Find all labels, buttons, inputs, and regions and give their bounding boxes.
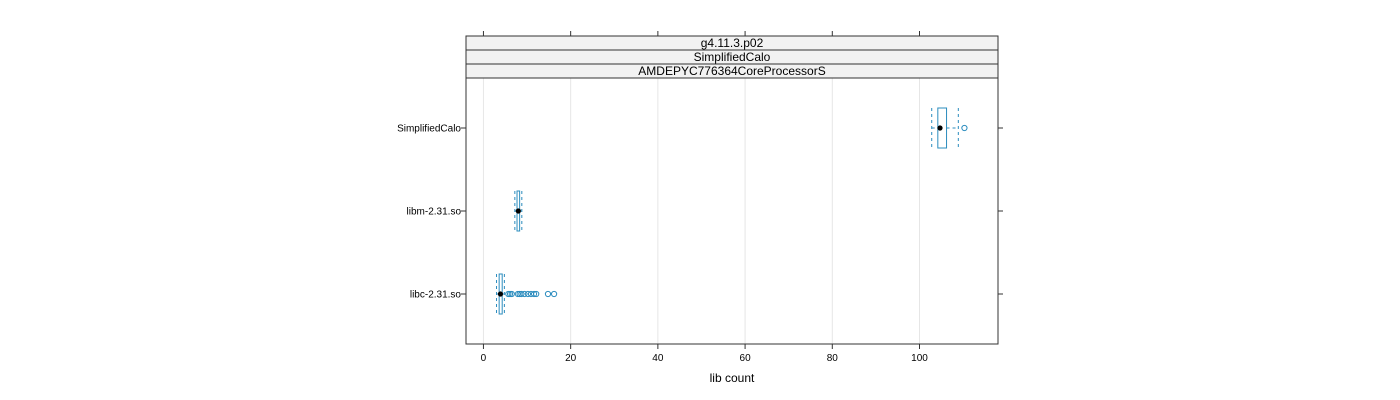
y-axis-categories: libc-2.31.so libm-2.31.so SimplifiedCalo — [397, 124, 1003, 301]
x-axis: 0 20 40 60 80 100 — [481, 31, 928, 364]
median-dot — [937, 125, 943, 131]
outlier-point — [518, 290, 525, 298]
outlier-point — [514, 290, 521, 298]
category-label: libc-2.31.so — [410, 290, 462, 301]
x-tick-label: 60 — [740, 353, 752, 364]
strip-3-label: AMDEPYC776364CoreProcessorS — [638, 64, 825, 78]
strip-1-label: g4.11.3.p02 — [701, 36, 764, 50]
x-axis-title: lib count — [710, 371, 755, 385]
median-dot — [497, 291, 504, 297]
x-tick-label: 20 — [565, 353, 577, 364]
x-tick-label: 0 — [481, 353, 487, 364]
outlier-point — [508, 290, 515, 298]
category-label: SimplifiedCalo — [397, 124, 461, 135]
boxplots — [496, 107, 968, 315]
outlier-point — [524, 290, 532, 298]
outlier-point — [961, 124, 968, 132]
box-libc-2.31.so — [496, 273, 558, 315]
outlier-point — [544, 290, 552, 298]
strip-2-label: SimplifiedCalo — [694, 50, 771, 64]
box-SimplifiedCalo — [931, 107, 968, 149]
plot-frame — [465, 77, 999, 345]
outlier-point — [533, 290, 540, 298]
grid-lines — [482, 78, 921, 344]
strip-headers: g4.11.3.p02 SimplifiedCalo AMDEPYC776364… — [465, 35, 999, 79]
outlier-point — [530, 290, 538, 298]
median-dot — [515, 208, 521, 214]
x-tick-label: 80 — [827, 353, 839, 364]
outlier-point — [550, 290, 558, 298]
category-label: libm-2.31.so — [407, 207, 462, 218]
outlier-point — [506, 290, 514, 298]
outlier-point — [505, 290, 512, 298]
box-libm-2.31.so — [514, 190, 523, 232]
x-tick-label: 40 — [652, 353, 664, 364]
x-tick-label: 100 — [911, 353, 928, 364]
outlier-point — [521, 290, 528, 298]
